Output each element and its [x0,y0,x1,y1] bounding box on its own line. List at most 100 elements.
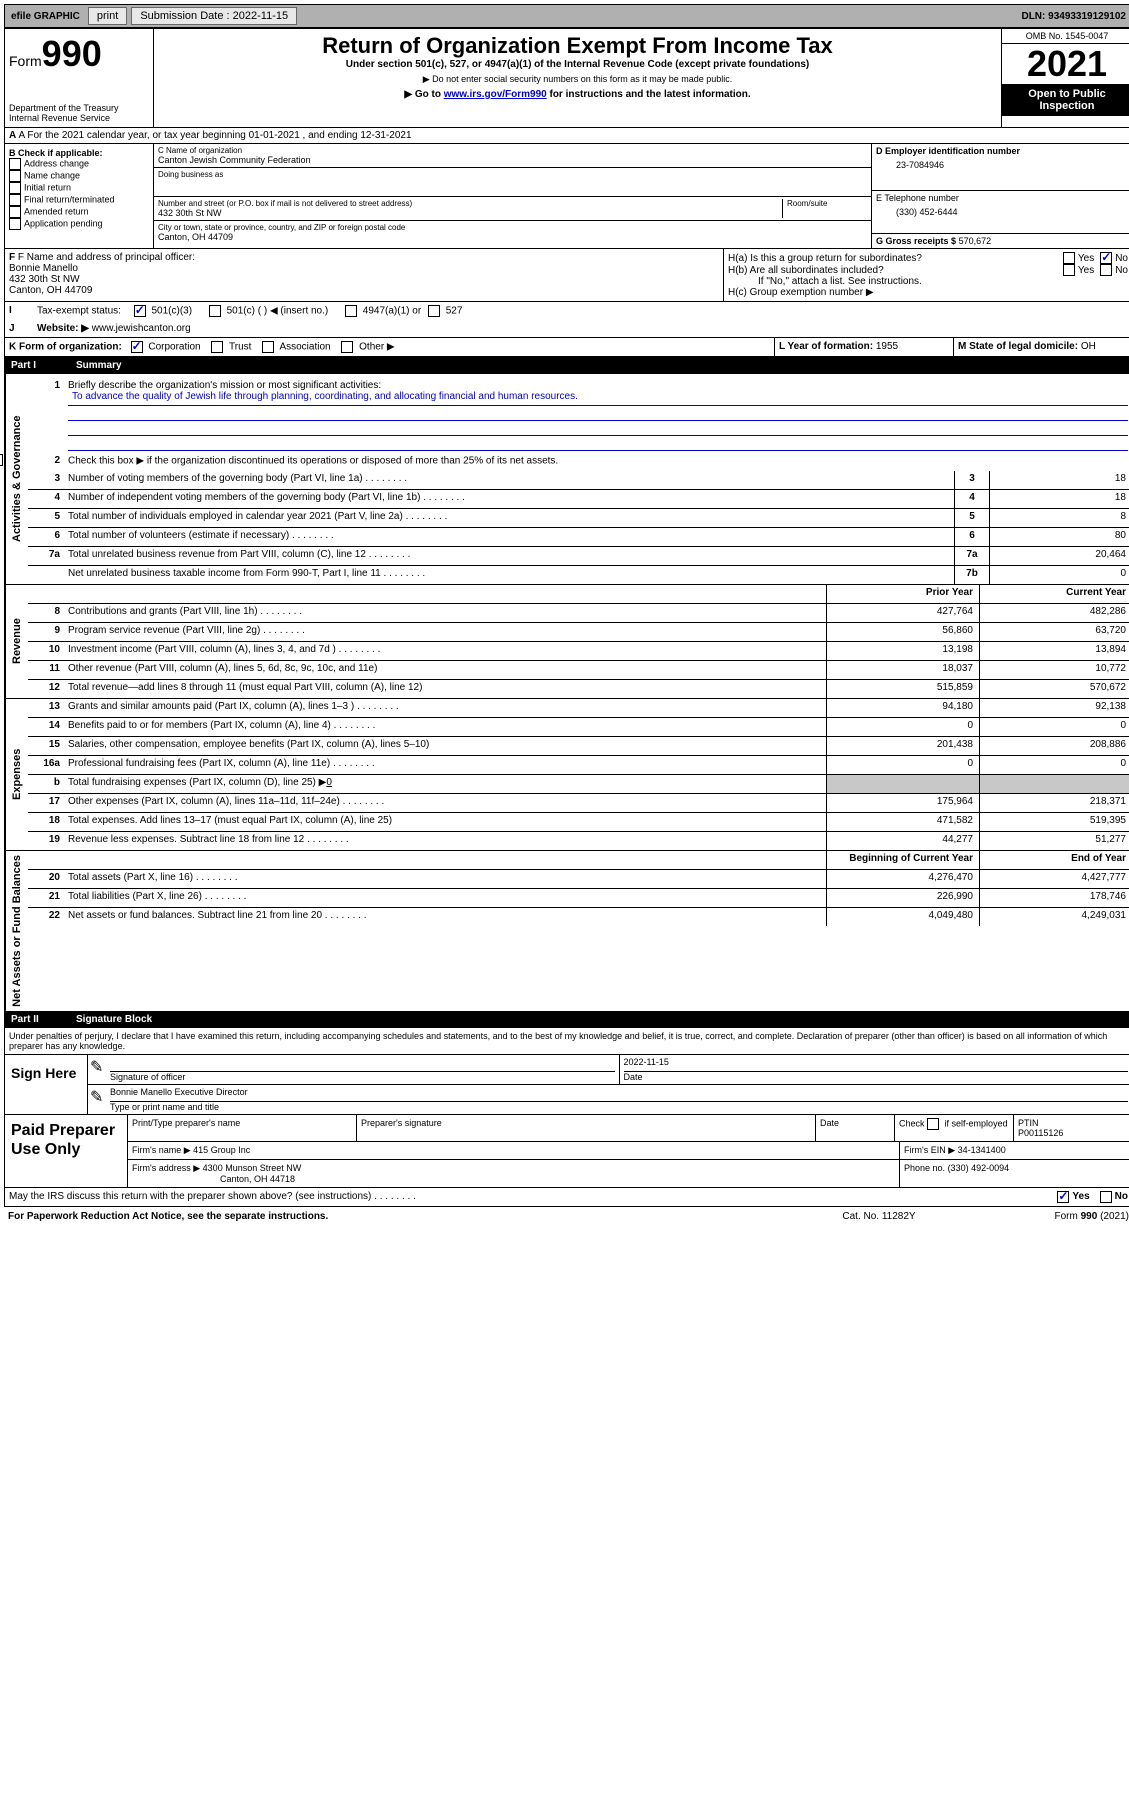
prep-check-post: if self-employed [945,1118,1008,1128]
line17-desc: Other expenses (Part IX, column (A), lin… [64,794,826,812]
checkbox-line2[interactable] [0,454,3,466]
part2-header: Part II Signature Block [5,1011,1129,1028]
signature-label: Signature of officer [110,1071,615,1082]
submission-date-button[interactable]: Submission Date : 2022-11-15 [131,7,297,25]
prep-name-header: Print/Type preparer's name [128,1115,357,1141]
row-j: J Website: ▶ www.jewishcanton.org [5,320,1129,338]
subtitle-1: Under section 501(c), 527, or 4947(a)(1)… [158,59,997,70]
form-title: Return of Organization Exempt From Incom… [158,33,997,59]
irs-link[interactable]: www.irs.gov/Form990 [444,89,547,100]
line6-val: 80 [989,528,1129,546]
opt-name: Name change [24,170,80,180]
line13-prior: 94,180 [826,699,979,717]
prep-date-header: Date [816,1115,895,1141]
line19-cur: 51,277 [979,832,1129,850]
line14-desc: Benefits paid to or for members (Part IX… [64,718,826,736]
checkbox-hb-no[interactable] [1100,264,1112,276]
checkbox-other[interactable] [341,341,353,353]
checkbox-final[interactable] [9,194,21,206]
footer-pra: For Paperwork Reduction Act Notice, see … [8,1211,779,1222]
checkbox-self-employed[interactable] [927,1118,939,1130]
line16a-cur: 0 [979,756,1129,774]
firm-addr2: Canton, OH 44718 [132,1174,895,1184]
prep-phone-val: (330) 492-0094 [948,1163,1010,1173]
pen-icon: ✎ [88,1055,106,1084]
checkbox-ha-yes[interactable] [1063,252,1075,264]
line6-desc: Total number of volunteers (estimate if … [64,528,954,546]
checkbox-ha-no[interactable] [1100,252,1112,264]
opt-501c: 501(c) ( ) ◀ (insert no.) [227,306,329,317]
row-i: I Tax-exempt status: 501(c)(3) 501(c) ( … [5,302,1129,320]
checkbox-assoc[interactable] [262,341,274,353]
opt-501c3: 501(c)(3) [151,306,192,317]
line21-cur: 178,746 [979,889,1129,907]
dept-treasury: Department of the Treasury [9,103,149,113]
line17-prior: 175,964 [826,794,979,812]
checkbox-name-change[interactable] [9,170,21,182]
street-val: 432 30th St NW [158,208,778,218]
line9-cur: 63,720 [979,623,1129,641]
checkbox-amended[interactable] [9,206,21,218]
hc-label: H(c) Group exemption number ▶ [728,287,1128,298]
line3-val: 18 [989,471,1129,489]
prep-sig-header: Preparer's signature [357,1115,816,1141]
opt-address: Address change [24,158,89,168]
box-b-label: B Check if applicable: [9,148,103,158]
checkbox-hb-yes[interactable] [1063,264,1075,276]
officer-addr: 432 30th St NW [9,274,719,285]
print-button[interactable]: print [88,7,127,25]
line20-prior: 4,276,470 [826,870,979,888]
checkbox-address-change[interactable] [9,158,21,170]
line14-cur: 0 [979,718,1129,736]
paid-preparer-block: Paid Preparer Use Only Print/Type prepar… [4,1115,1129,1188]
room-label: Room/suite [787,199,867,208]
sign-here-block: Sign Here ✎ Signature of officer 2022-11… [4,1055,1129,1115]
line19-desc: Revenue less expenses. Subtract line 18 … [64,832,826,850]
opt-initial: Initial return [24,182,71,192]
checkbox-corp[interactable] [131,341,143,353]
paid-preparer-label: Paid Preparer Use Only [5,1115,128,1187]
mission-text: To advance the quality of Jewish life th… [68,391,1128,406]
website-label: Website: ▶ [37,323,89,334]
org-name-label: C Name of organization [158,146,867,155]
checkbox-application[interactable] [9,218,21,230]
firm-ein-val: 34-1341400 [958,1145,1006,1155]
checkbox-501c[interactable] [209,305,221,317]
checkbox-501c3[interactable] [134,305,146,317]
discuss-row: May the IRS discuss this return with the… [4,1188,1129,1207]
firm-name-val: 415 Group Inc [193,1145,250,1155]
line7b-desc: Net unrelated business taxable income fr… [64,566,954,584]
line15-desc: Salaries, other compensation, employee b… [64,737,826,755]
line14-prior: 0 [826,718,979,736]
firm-ein-label: Firm's EIN ▶ [904,1145,955,1155]
part2-num: Part II [11,1014,76,1025]
ein-val: 23-7084946 [876,156,1128,170]
opt-4947: 4947(a)(1) or [363,306,421,317]
checkbox-initial[interactable] [9,182,21,194]
checkbox-527[interactable] [428,305,440,317]
dba-label: Doing business as [158,170,867,179]
footer-cat: Cat. No. 11282Y [779,1211,979,1222]
line18-desc: Total expenses. Add lines 13–17 (must eq… [64,813,826,831]
section-bcd: B Check if applicable: Address change Na… [5,144,1129,249]
city-label: City or town, state or province, country… [158,223,867,232]
subtitle-2: ▶ Do not enter social security numbers o… [158,74,997,85]
gross-val: 570,672 [959,236,992,246]
firm-addr-label: Firm's address ▶ [132,1163,200,1173]
checkbox-discuss-yes[interactable] [1057,1191,1069,1203]
row-fh: F F Name and address of principal office… [5,249,1129,302]
section-activities: Activities & Governance 1 Briefly descri… [5,374,1129,585]
prior-year-header: Prior Year [826,585,979,603]
section-expenses: Expenses 13Grants and similar amounts pa… [5,699,1129,851]
beginning-header: Beginning of Current Year [826,851,979,869]
discuss-no: No [1115,1191,1128,1203]
line22-desc: Net assets or fund balances. Subtract li… [64,908,826,926]
line4-desc: Number of independent voting members of … [64,490,954,508]
opt-assoc: Association [279,342,330,353]
line11-desc: Other revenue (Part VIII, column (A), li… [64,661,826,679]
officer-name: Bonnie Manello [9,263,719,274]
checkbox-4947[interactable] [345,305,357,317]
checkbox-discuss-no[interactable] [1100,1191,1112,1203]
checkbox-trust[interactable] [211,341,223,353]
tax-year: 2021 [1002,44,1129,84]
